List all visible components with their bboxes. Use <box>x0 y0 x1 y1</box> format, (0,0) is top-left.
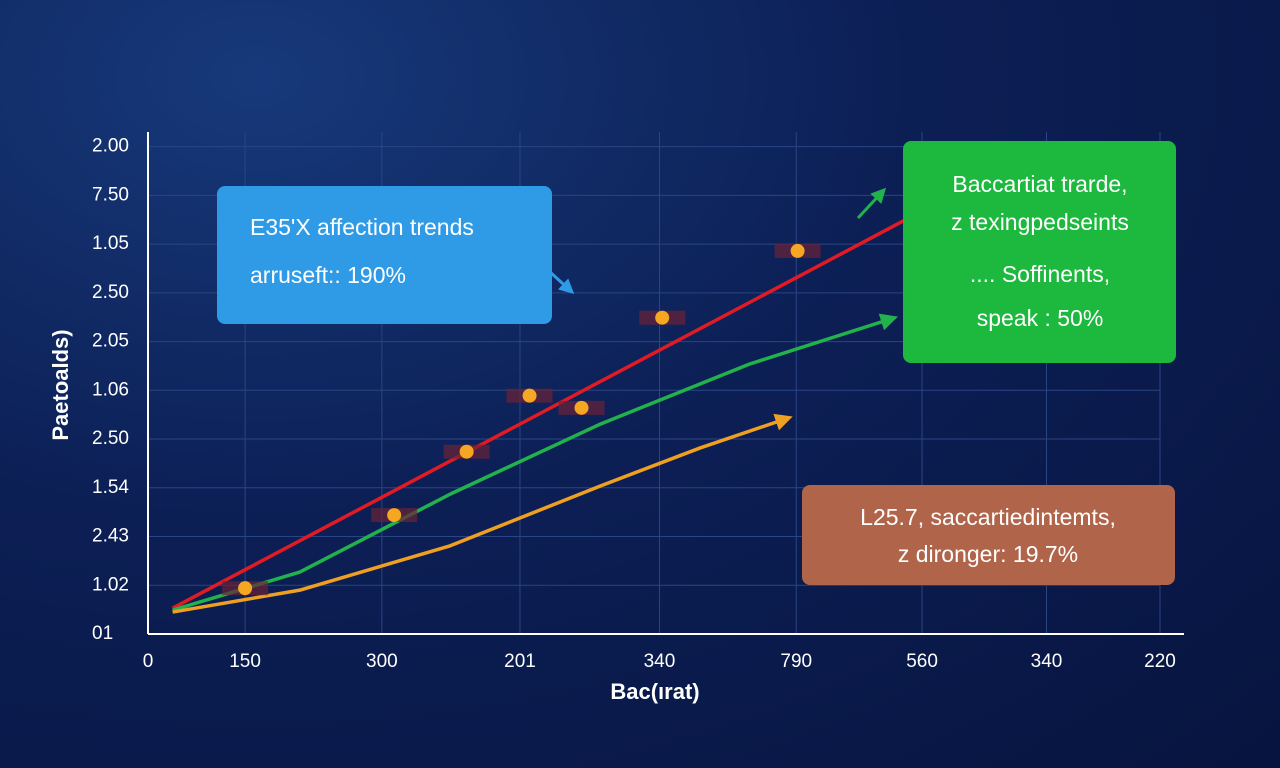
annotation-text: z texingpedseints <box>951 209 1129 235</box>
y-tick-label: 2.43 <box>92 526 129 547</box>
data-point <box>522 388 537 403</box>
x-axis-label: Bac(ırat) <box>610 679 699 704</box>
annotation-text: Baccartiat trarde, <box>952 171 1127 197</box>
y-tick-label: 2.00 <box>92 136 129 157</box>
y-tick-label: 2.50 <box>92 428 129 449</box>
series-line <box>172 313 899 612</box>
y-tick-label: 1.06 <box>92 379 129 400</box>
x-tick-label: 201 <box>504 651 536 672</box>
annotation-box <box>903 141 1176 363</box>
x-tick-label: 560 <box>906 651 938 672</box>
y-axis-label: Paetoalds) <box>48 329 73 440</box>
annotation-box <box>802 485 1175 585</box>
x-tick-label: 150 <box>229 651 261 672</box>
x-tick-label: 790 <box>780 651 812 672</box>
y-tick-label: 1.54 <box>92 477 129 498</box>
x-tick-label: 340 <box>644 651 676 672</box>
data-point <box>238 581 253 596</box>
data-point <box>387 508 402 523</box>
y-tick-label: 2.50 <box>92 282 129 303</box>
y-tick-label: 2.05 <box>92 331 129 352</box>
annotation-box <box>217 186 552 324</box>
series-line <box>171 218 907 610</box>
y-tick-label: 1.02 <box>92 574 129 595</box>
y-tick-label: 01 <box>92 623 113 644</box>
data-point <box>574 400 589 415</box>
x-tick-label: 300 <box>366 651 398 672</box>
annotation-text: .... Soffinents, <box>970 261 1110 287</box>
data-point <box>790 243 805 258</box>
y-tick-label: 7.50 <box>92 184 129 205</box>
annotation-text: L25.7, saccartiedintemts, <box>860 504 1116 530</box>
annotation-text: arruseft:: 190% <box>250 262 406 288</box>
decor-arrow <box>548 270 575 295</box>
data-point <box>459 444 474 459</box>
x-tick-label: 0 <box>143 651 154 672</box>
annotation-text: E35'X affection trends <box>250 214 474 240</box>
annotation-text: speak : 50% <box>977 305 1104 331</box>
data-point <box>655 310 670 325</box>
annotation-text: z dironger: 19.7% <box>898 541 1078 567</box>
series-line <box>172 413 793 614</box>
y-tick-label: 1.05 <box>92 233 129 254</box>
decor-arrow <box>856 187 887 220</box>
x-tick-label: 340 <box>1031 651 1063 672</box>
x-tick-label: 220 <box>1144 651 1176 672</box>
